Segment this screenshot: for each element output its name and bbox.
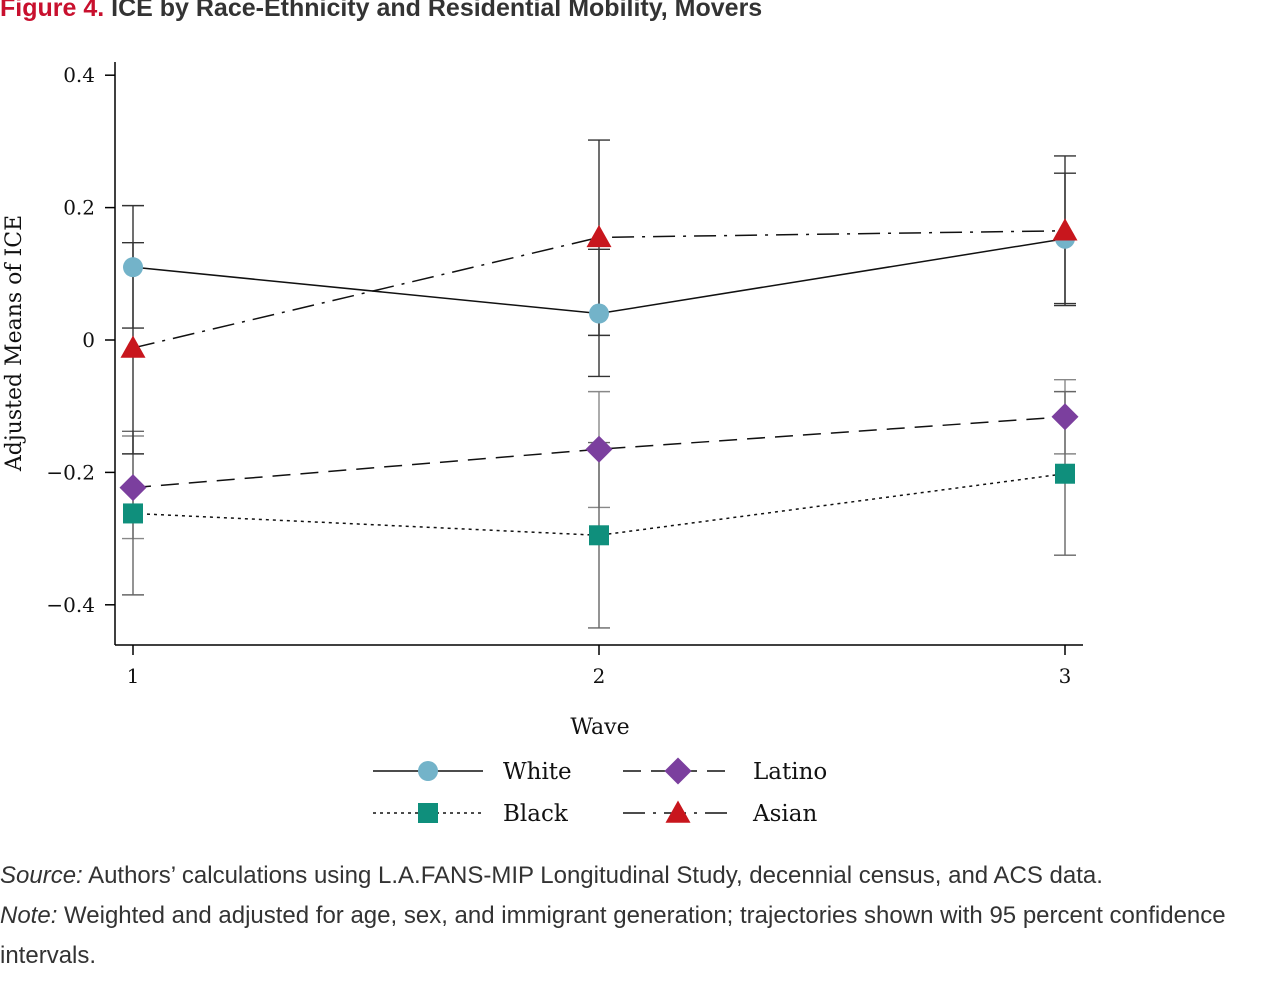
- legend-label-latino: Latino: [753, 759, 827, 785]
- series-line-asian: [132, 230, 1066, 349]
- figure-notes: Source: Authors’ calculations using L.A.…: [0, 856, 1275, 976]
- source-text: Authors’ calculations using L.A.FANS-MIP…: [82, 862, 1103, 889]
- marker-black: [1055, 463, 1075, 484]
- y-axis-label: Adjusted Means of ICE: [2, 215, 27, 472]
- marker-latino: [1051, 403, 1079, 431]
- legend-marker-asian: [665, 800, 691, 823]
- series-line-black: [132, 472, 1066, 537]
- y-tick-label: −0.2: [46, 460, 95, 484]
- x-axis-label: Wave: [570, 715, 629, 740]
- legend-marker-latino: [664, 757, 692, 785]
- marker-black: [123, 503, 143, 524]
- legend-marker-white: [418, 761, 438, 781]
- error-bars: [122, 139, 1076, 629]
- source-note: Source: Authors’ calculations using L.A.…: [0, 856, 1275, 896]
- legend: White Latino Black Asian: [373, 757, 827, 827]
- y-tick-label: 0.2: [63, 196, 95, 220]
- y-tick-label: 0: [82, 328, 95, 352]
- figure-title: Figure 4. ICE by Race-Ethnicity and Resi…: [0, 0, 762, 23]
- legend-label-white: White: [503, 759, 572, 785]
- data-markers: [119, 218, 1079, 546]
- legend-marker-black: [418, 803, 438, 823]
- marker-asian: [586, 224, 612, 248]
- series-line-latino: [132, 416, 1066, 489]
- marker-latino: [585, 435, 613, 463]
- axes: 0.4 0.2 0 −0.2 −0.4 1 2 3: [46, 62, 1083, 688]
- legend-label-asian: Asian: [752, 801, 817, 827]
- x-tick-label: 1: [127, 664, 140, 688]
- marker-asian: [120, 335, 146, 358]
- marker-asian: [1052, 218, 1078, 241]
- note-label: Note:: [0, 902, 58, 929]
- marker-black: [589, 525, 609, 546]
- x-tick-label: 2: [593, 664, 606, 688]
- figure-label: Figure 4.: [0, 0, 105, 22]
- marker-latino: [119, 474, 147, 502]
- y-tick-label: 0.4: [63, 63, 95, 87]
- marker-white: [589, 303, 609, 324]
- marker-white: [123, 257, 143, 278]
- source-label: Source:: [0, 862, 83, 889]
- note-text: Weighted and adjusted for age, sex, and …: [0, 902, 1226, 969]
- legend-label-black: Black: [503, 801, 569, 827]
- method-note: Note: Weighted and adjusted for age, sex…: [0, 896, 1275, 976]
- line-chart: 0.4 0.2 0 −0.2 −0.4 1 2 3 Wave Adjusted Means o…: [2, 62, 1083, 827]
- x-tick-label: 3: [1059, 664, 1072, 688]
- figure-title-text: ICE by Race-Ethnicity and Residential Mo…: [111, 0, 763, 22]
- y-tick-label: −0.4: [46, 593, 95, 617]
